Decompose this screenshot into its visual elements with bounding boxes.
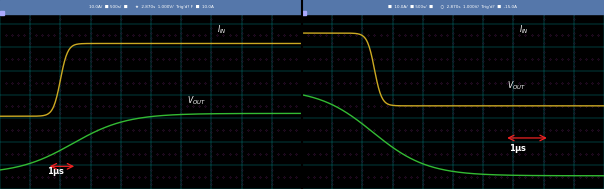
- Text: $V_{OUT}$: $V_{OUT}$: [507, 80, 526, 92]
- Text: ■  10.0A/  ■ 500s/  ■      ○  2.870s  1.000V/  Trig'd?  ■  -15.0A: ■ 10.0A/ ■ 500s/ ■ ○ 2.870s 1.000V/ Trig…: [388, 5, 518, 9]
- Text: $I_{IN}$: $I_{IN}$: [519, 23, 529, 36]
- Bar: [0, 0, 302, 14]
- Text: 10.0A/  ■ 500s/  ■      ★  2.870s  1.000V/  Trig'd? F  ■  10.0A: 10.0A/ ■ 500s/ ■ ★ 2.870s 1.000V/ Trig'd…: [89, 5, 213, 9]
- Text: $\mathbf{1\mu s}$: $\mathbf{1\mu s}$: [509, 142, 527, 155]
- Bar: [302, 0, 604, 14]
- Text: $V_{OUT}$: $V_{OUT}$: [187, 95, 206, 108]
- Text: $I_{IN}$: $I_{IN}$: [217, 23, 227, 36]
- Text: $\mathbf{1\mu s}$: $\mathbf{1\mu s}$: [47, 165, 65, 178]
